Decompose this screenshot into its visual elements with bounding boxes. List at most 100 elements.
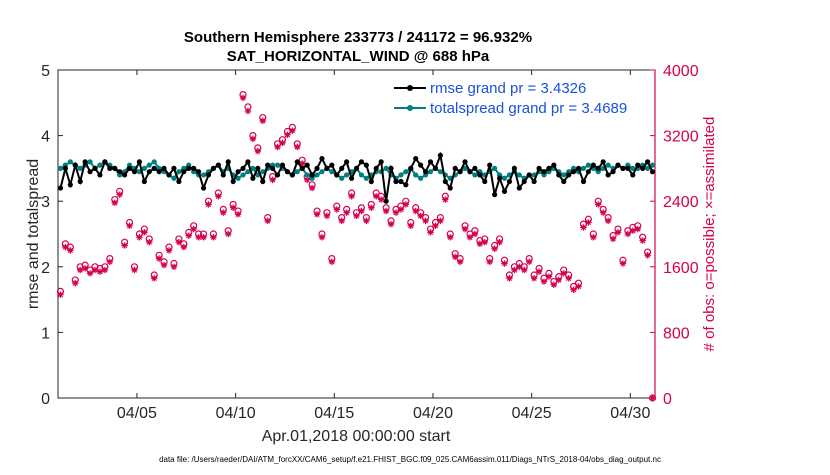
rmse-point <box>531 178 537 185</box>
rmse-point <box>462 159 468 165</box>
obs-assimilated-point <box>155 255 163 262</box>
obs-assimilated-point <box>437 217 444 225</box>
rmse-point <box>561 178 567 185</box>
obs-assimilated-point <box>481 239 488 246</box>
rmse-point <box>452 165 458 171</box>
obs-assimilated-point <box>619 260 627 267</box>
rmse-point <box>240 165 246 171</box>
totalspread-point <box>274 162 281 168</box>
totalspread-point <box>363 175 369 181</box>
obs-assimilated-point <box>57 291 64 298</box>
totalspread-point <box>235 175 241 181</box>
rmse-point <box>230 178 236 185</box>
rmse-point <box>358 159 365 165</box>
rmse-point <box>117 169 123 175</box>
rmse-point <box>196 169 202 175</box>
obs-assimilated-point <box>353 212 360 220</box>
rmse-point <box>546 165 552 171</box>
rmse-point <box>57 185 64 191</box>
obs-assimilated-point <box>629 227 636 234</box>
obs-assimilated-point <box>77 266 84 274</box>
rmse-point <box>556 172 562 178</box>
obs-assimilated-point <box>412 207 419 215</box>
obs-assimilated-point <box>205 201 212 208</box>
rmse-point <box>146 169 152 175</box>
obs-assimilated-point <box>422 217 429 225</box>
obs-assimilated-point <box>333 206 340 213</box>
obs-assimilated-point <box>599 209 607 216</box>
rmse-point <box>506 178 513 185</box>
rmse-point <box>551 162 557 168</box>
rmse-point <box>388 165 394 171</box>
y-left-tick-label: 2 <box>41 260 50 277</box>
y-axis-right-label: # of obs: o=possible; ×=assimilated <box>701 117 718 352</box>
legend: rmse grand pr = 3.4326 totalspread grand… <box>388 76 646 122</box>
rmse-point <box>418 162 424 168</box>
x-tick-label: 04/25 <box>512 405 552 422</box>
rmse-point <box>289 172 295 178</box>
totalspread-point <box>77 165 83 171</box>
obs-assimilated-point <box>116 191 123 198</box>
rmse-point <box>126 165 133 171</box>
rmse-point <box>156 169 162 175</box>
obs-assimilated-point <box>299 160 306 167</box>
rmse-point <box>566 172 572 178</box>
totalspread-point <box>462 165 468 171</box>
obs-assimilated-point <box>525 258 533 266</box>
obs-assimilated-point <box>530 275 538 282</box>
obs-assimilated-point <box>308 184 316 192</box>
rmse-point <box>136 159 143 165</box>
rmse-point <box>427 159 434 165</box>
totalspread-point <box>605 162 611 168</box>
rmse-point <box>625 165 631 171</box>
obs-assimilated-point <box>604 217 612 225</box>
rmse-point <box>393 178 399 185</box>
rmse-point <box>294 159 300 165</box>
rmse-point <box>403 182 409 188</box>
obs-assimilated-point <box>348 193 355 200</box>
rmse-point <box>245 159 251 165</box>
rmse-point <box>536 165 542 171</box>
y-right-tick-label: 3200 <box>663 129 699 146</box>
y-right-tick-label: 0 <box>663 391 672 408</box>
rmse-point <box>191 165 197 171</box>
obs-assimilated-point <box>180 243 188 251</box>
obs-assimilated-point <box>545 273 553 280</box>
obs-assimilated-point <box>146 239 153 246</box>
obs-assimilated-point <box>81 265 89 272</box>
rmse-point <box>570 169 577 175</box>
obs-assimilated-point <box>185 232 192 239</box>
rmse-point <box>97 172 103 178</box>
obs-assimilated-point <box>511 266 518 274</box>
obs-assimilated-point <box>101 266 109 274</box>
totalspread-point <box>176 169 182 175</box>
obs-assimilated-point <box>476 240 484 248</box>
obs-assimilated-point <box>451 253 459 261</box>
obs-assimilated-point <box>639 237 646 244</box>
totalspread-point <box>561 172 567 178</box>
obs-assimilated-point <box>624 230 632 238</box>
obs-assimilated-point <box>106 258 114 266</box>
rmse-point <box>319 155 325 162</box>
totalspread-point <box>146 162 152 168</box>
totalspread-point <box>329 169 335 175</box>
x-tick-label: 04/30 <box>610 405 650 422</box>
rmse-point <box>141 178 147 185</box>
totalspread-point <box>200 172 207 178</box>
rmse-point <box>151 165 157 171</box>
obs-assimilated-point <box>634 225 641 233</box>
rmse-point <box>383 198 389 204</box>
totalspread-point <box>171 175 177 181</box>
obs-assimilated-point <box>343 209 350 216</box>
y-right-tick-label: 1600 <box>663 260 699 277</box>
obs-assimilated-point <box>535 268 543 275</box>
rmse-point <box>511 165 517 171</box>
rmse-point <box>176 178 182 185</box>
rmse-point <box>640 165 646 171</box>
totalspread-point <box>339 175 345 181</box>
y-right-tick-label: 4000 <box>663 63 699 80</box>
totalspread-point <box>344 172 350 178</box>
totalspread-point <box>403 169 409 175</box>
totalspread-point <box>585 162 591 168</box>
